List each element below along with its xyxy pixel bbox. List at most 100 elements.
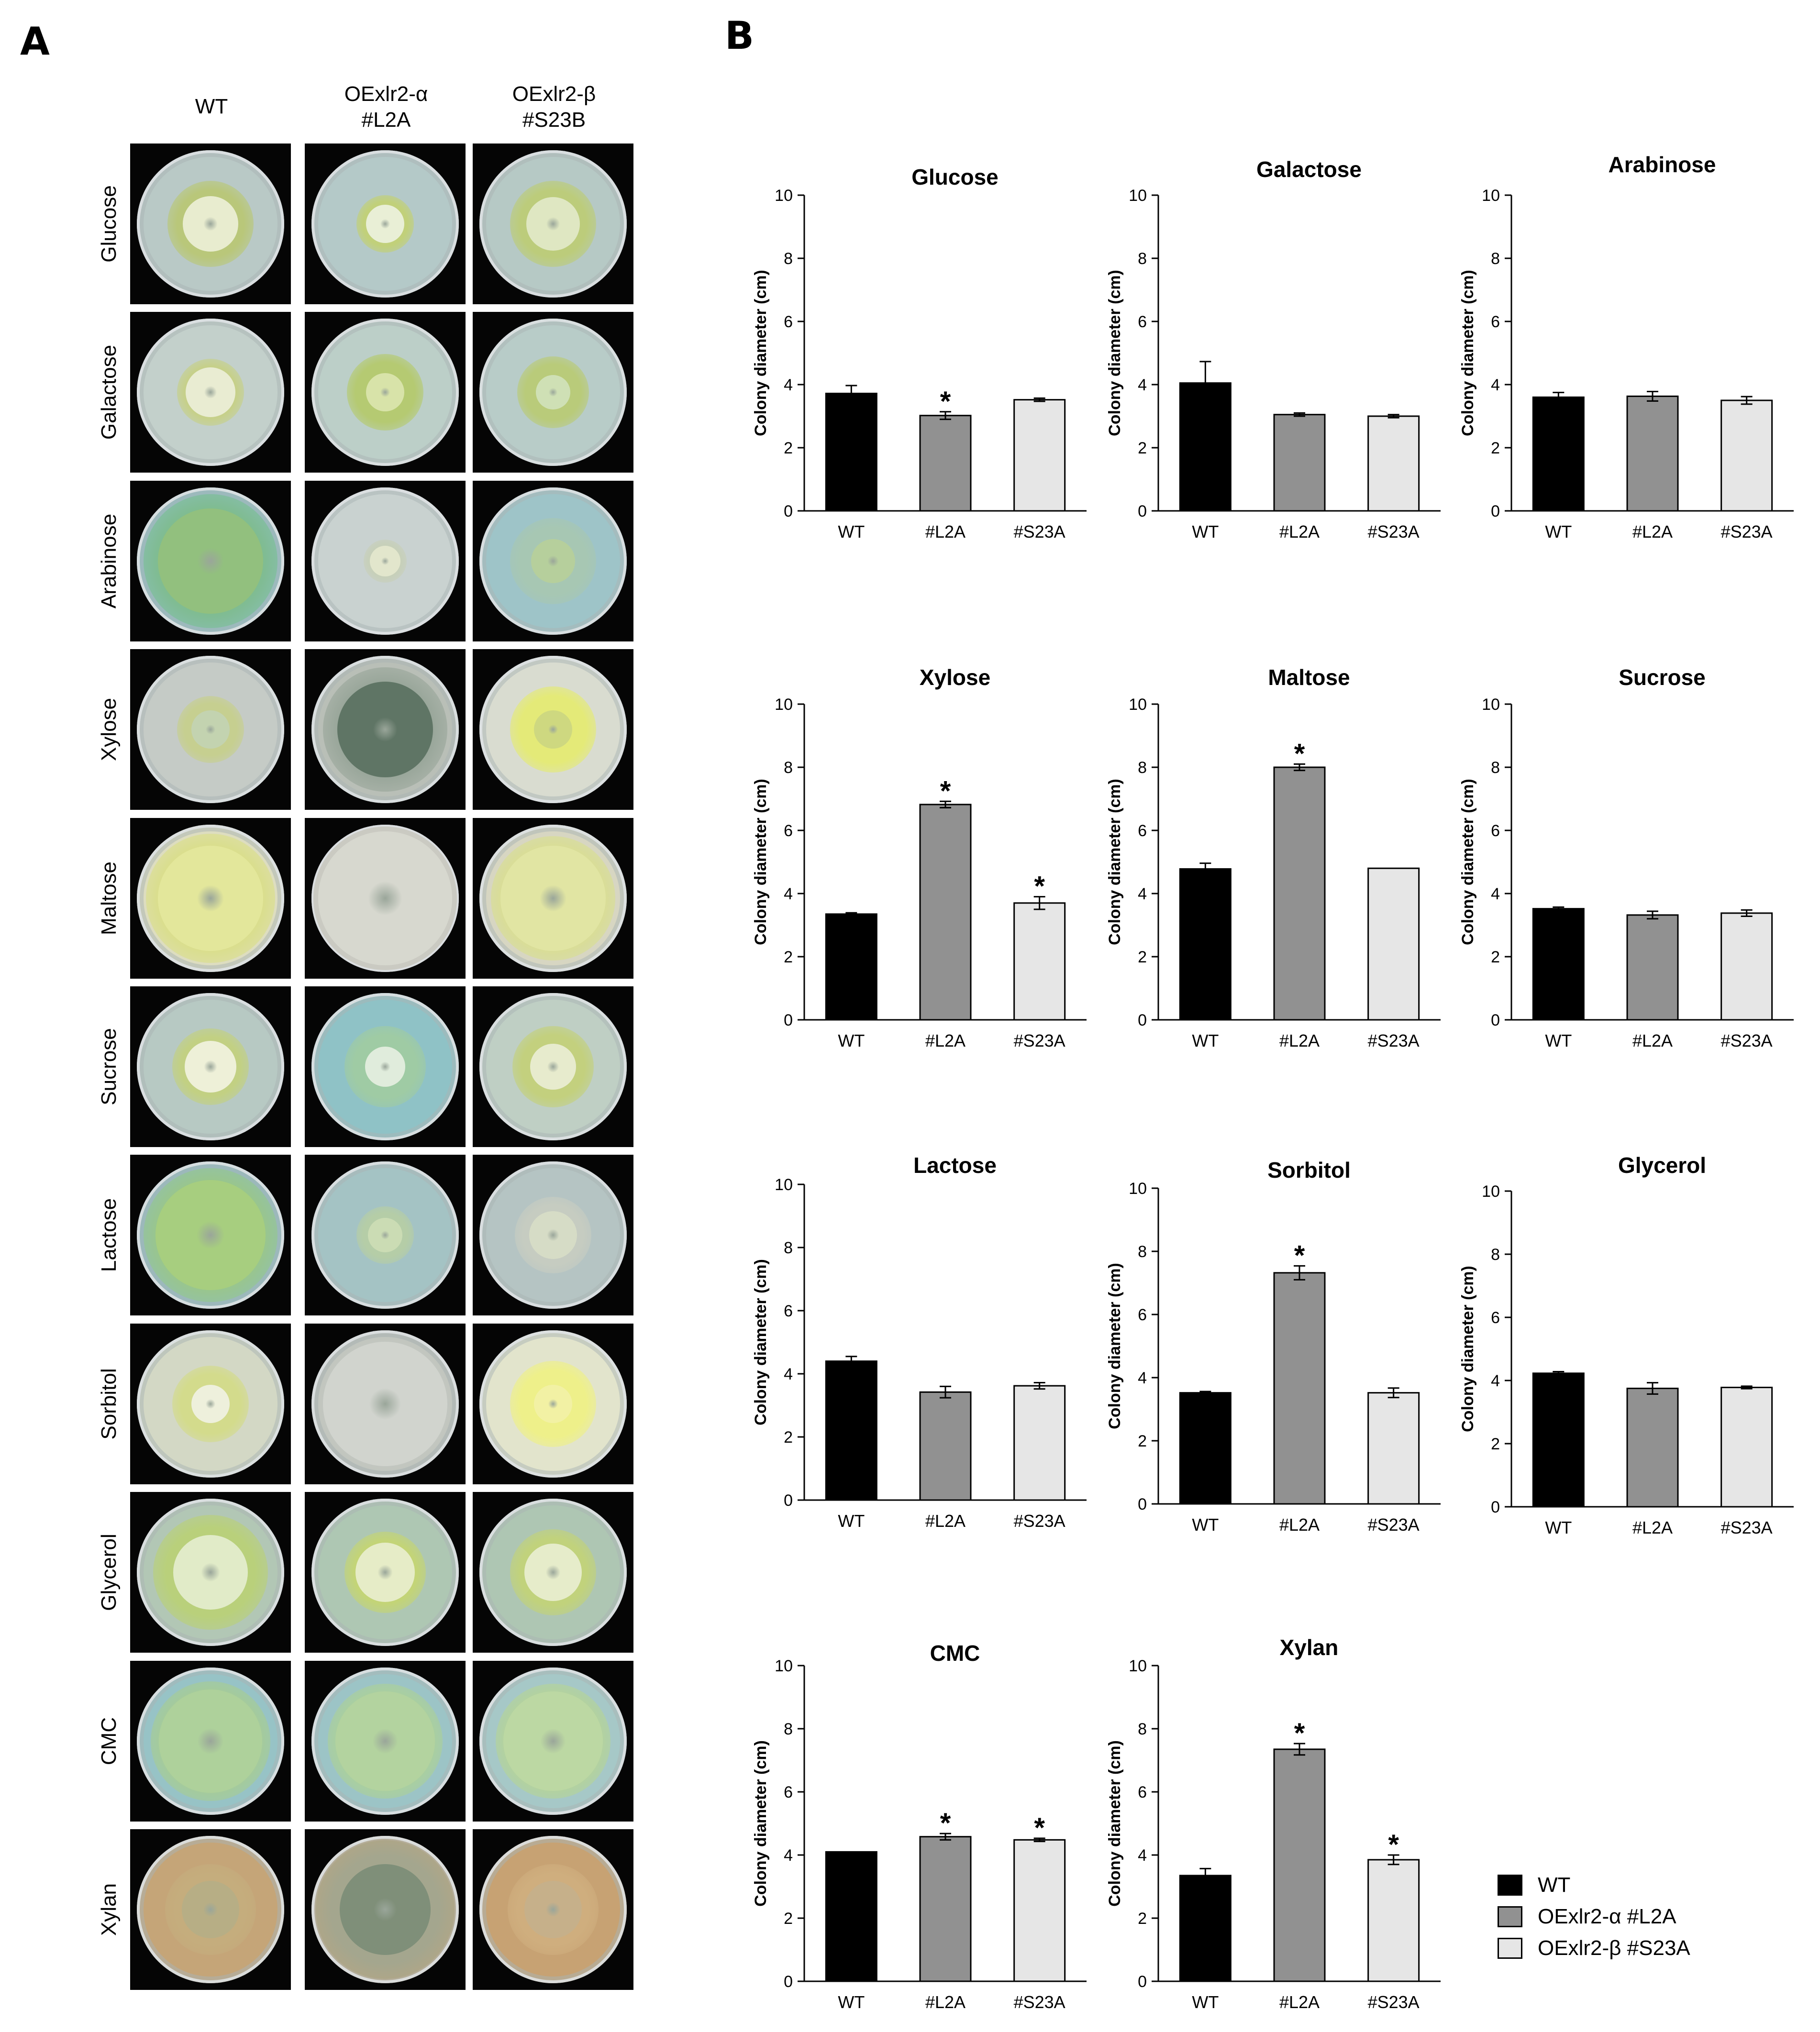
y-tick-label: 4 <box>784 1846 793 1865</box>
fungal-colony <box>355 1543 415 1602</box>
x-tick-label: #S23A <box>1721 1031 1773 1050</box>
plate-photo <box>473 481 633 641</box>
y-tick-label: 2 <box>1138 1432 1147 1450</box>
bar-s23a <box>1013 1839 1066 1982</box>
legend-swatch-l2a <box>1498 1906 1522 1927</box>
y-axis-label: Colony diameter (cm) <box>1106 1740 1124 1907</box>
y-axis-label: Colony diameter (cm) <box>1459 270 1477 436</box>
bar-s23a <box>1013 902 1066 1021</box>
plate-photo <box>473 986 633 1147</box>
plate-photo <box>473 1155 633 1315</box>
y-tick-label: 4 <box>784 1365 793 1383</box>
legend-label-wt: WT <box>1538 1873 1571 1897</box>
y-axis-label: Colony diameter (cm) <box>752 779 770 945</box>
panel-a-letter: A <box>20 19 50 64</box>
y-tick-label: 10 <box>1129 696 1147 714</box>
column-header-line1: WT <box>195 95 228 118</box>
fungal-colony <box>366 205 404 243</box>
x-tick-label: WT <box>838 1992 865 2012</box>
bar-chart-maltose: Maltose Colony diameter (cm) 0 2 4 6 8 10 WT * #L2… <box>1106 665 1441 1050</box>
bar-s23a <box>1720 1387 1773 1508</box>
fungal-colony <box>183 196 238 252</box>
chart-title: CMC <box>930 1641 980 1666</box>
x-tick-label: #L2A <box>1632 1031 1673 1050</box>
plate-photo <box>130 1829 291 1990</box>
fungal-colony <box>534 1385 572 1423</box>
y-tick-label: 4 <box>784 376 793 394</box>
y-tick-label: 0 <box>1491 1498 1500 1516</box>
y-tick-label: 6 <box>1491 822 1500 840</box>
row-label-cmc: CMC <box>97 1717 121 1766</box>
column-header-line2: #L2A <box>361 108 411 132</box>
significance-asterisk: * <box>1388 1829 1399 1860</box>
y-tick-label: 4 <box>1138 885 1147 903</box>
y-tick-label: 0 <box>784 502 793 520</box>
plate-photo <box>305 1155 466 1315</box>
x-tick-label: #L2A <box>1279 1515 1320 1535</box>
y-tick-label: 6 <box>784 1783 793 1801</box>
x-tick-label: WT <box>838 522 865 541</box>
y-tick-label: 10 <box>1482 187 1500 205</box>
row-label-maltose: Maltose <box>97 861 121 936</box>
x-tick-label: WT <box>1192 1515 1219 1535</box>
y-tick-label: 4 <box>1491 1372 1500 1390</box>
y-tick-label: 6 <box>1138 1306 1147 1324</box>
x-tick-label: #S23A <box>1368 522 1420 541</box>
y-tick-label: 2 <box>784 1910 793 1928</box>
fungal-colony <box>526 197 580 251</box>
x-tick-label: #L2A <box>1632 522 1673 541</box>
bar-chart-galactose: Galactose Colony diameter (cm) 0 2 4 6 8 10 WT #L… <box>1106 157 1441 541</box>
x-tick-label: #S23A <box>1721 522 1773 541</box>
x-tick-label: #S23A <box>1014 1992 1065 2012</box>
y-tick-label: 8 <box>784 759 793 777</box>
x-tick-label: WT <box>838 1511 865 1531</box>
fungal-colony <box>366 373 404 411</box>
fungal-colony <box>186 367 235 417</box>
bar-chart-sucrose: Sucrose Colony diameter (cm) 0 2 4 6 8 10 WT #L2A… <box>1459 665 1794 1050</box>
legend-swatch-s23a <box>1498 1938 1522 1959</box>
plate-photo <box>473 818 633 979</box>
bar-l2a <box>919 1391 972 1501</box>
fungal-colony <box>340 1864 431 1955</box>
plate-image-grid: WT OExlr2-α #L2A OExlr2-β #S23B Glucose Galact… <box>0 0 641 2032</box>
fungal-colony <box>500 846 606 951</box>
fungal-colony <box>191 710 230 749</box>
fungal-colony <box>323 1342 447 1466</box>
panel-b-letter: B <box>725 13 754 58</box>
y-axis-label: Colony diameter (cm) <box>752 1259 770 1425</box>
column-header-line1: OExlr2-β <box>512 82 596 106</box>
y-tick-label: 4 <box>1138 1846 1147 1865</box>
column-header-1: OExlr2-α #L2A <box>305 81 467 133</box>
bar-wt <box>1532 908 1585 1021</box>
chart-title: Lactose <box>913 1153 997 1178</box>
bar-wt <box>825 392 877 512</box>
x-tick-label: #S23A <box>1368 1992 1420 2012</box>
bar-chart-arabinose: Arabinose Colony diameter (cm) 0 2 4 6 8 10 WT #L… <box>1459 152 1794 541</box>
legend-item-s23a: OExlr2-β #S23A <box>1498 1936 1746 1965</box>
plate-photo <box>473 1324 633 1484</box>
bar-wt <box>1179 382 1232 512</box>
plate-photo <box>305 986 466 1147</box>
legend-label-l2a: OExlr2-α #L2A <box>1538 1905 1676 1928</box>
plate-photo <box>130 649 291 810</box>
bar-s23a <box>1367 1859 1420 1982</box>
y-tick-label: 10 <box>1129 1180 1147 1198</box>
y-tick-label: 6 <box>784 1302 793 1320</box>
bar-chart-xylose: Xylose Colony diameter (cm) 0 2 4 6 8 10 WT * #L2A… <box>752 665 1087 1050</box>
x-tick-label: WT <box>1545 522 1572 541</box>
y-tick-label: 10 <box>1482 1182 1500 1201</box>
x-tick-label: WT <box>838 1031 865 1050</box>
bar-chart-lactose: Lactose Colony diameter (cm) 0 2 4 6 8 10 WT #L2A… <box>752 1153 1087 1531</box>
y-tick-label: 2 <box>1491 439 1500 457</box>
y-tick-label: 2 <box>784 948 793 966</box>
plate-photo <box>305 481 466 641</box>
bar-chart-grid: Glucose Colony diameter (cm) 0 2 4 6 8 10 WT * #L2… <box>718 0 1820 2032</box>
chart-title: Sorbitol <box>1267 1158 1351 1182</box>
row-label-sucrose: Sucrose <box>97 1028 121 1105</box>
x-tick-label: WT <box>1545 1518 1572 1537</box>
fungal-colony <box>185 1041 236 1093</box>
fungal-colony <box>529 1211 577 1259</box>
y-tick-label: 6 <box>1138 313 1147 331</box>
fungal-colony <box>503 1691 603 1791</box>
fungal-colony <box>335 1691 435 1791</box>
